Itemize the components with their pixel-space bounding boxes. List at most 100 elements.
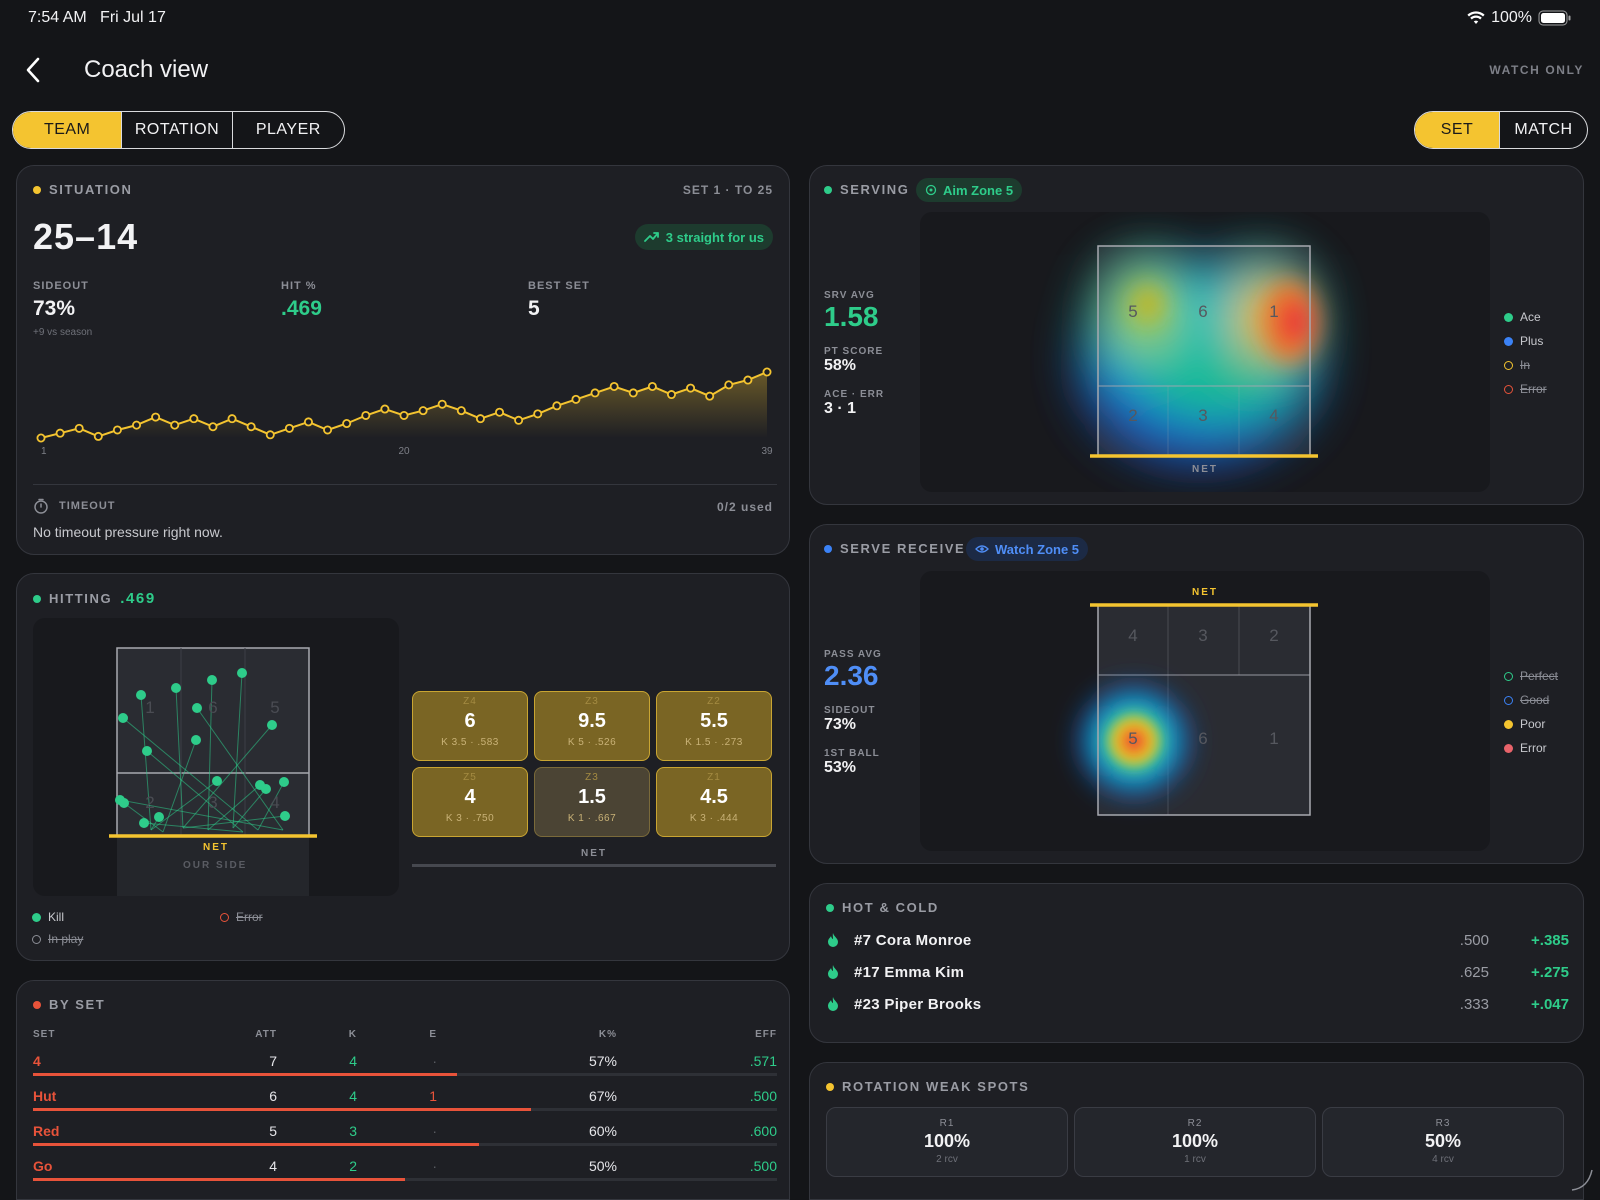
court-zone-number: 4: [270, 793, 279, 812]
court-zone-number: 4: [1128, 626, 1138, 645]
zone-value: 9.5: [578, 710, 606, 732]
court-zone-number: 3: [208, 793, 217, 812]
serving-card: SERVING Aim Zone 5 SRV AVG 1.58 PT SCORE 5…: [809, 165, 1584, 505]
table-cell: 60%: [588, 1123, 617, 1139]
legend-perfect[interactable]: Perfect: [1504, 669, 1558, 683]
by-set-heading: BY SET: [33, 997, 105, 1012]
zone-cell[interactable]: Z1 4.5 K 3 · .444: [656, 767, 772, 837]
hitting-court: 1 6 5 2 3 4: [109, 647, 317, 896]
rotation-cell[interactable]: R2 100% 1 rcv: [1074, 1107, 1316, 1177]
kill-point: [280, 811, 290, 821]
status-time: 7:54 AM Fri Jul 17: [28, 9, 166, 26]
tab-set[interactable]: SET: [1415, 112, 1501, 148]
hot-player-row[interactable]: #23 Piper Brooks .333 +.047: [826, 992, 1569, 1016]
legend-in[interactable]: In: [1504, 358, 1530, 372]
player-avg: .625: [1459, 963, 1489, 981]
table-header: SET: [33, 1029, 56, 1040]
player-name: #7 Cora Monroe: [854, 931, 972, 949]
srv-avg: SRV AVG 1.58: [824, 290, 879, 332]
rotation-cell[interactable]: R1 100% 2 rcv: [826, 1107, 1068, 1177]
battery-percent: 100%: [1491, 9, 1532, 26]
table-cell: 6: [269, 1088, 277, 1104]
table-cell: ·: [432, 1123, 437, 1139]
momentum-tick-label: 39: [761, 446, 773, 457]
set-name: 4: [33, 1053, 41, 1069]
court-zone-number: 5: [1128, 302, 1138, 321]
table-cell: .500: [749, 1158, 777, 1174]
legend-error[interactable]: Error: [220, 910, 263, 924]
legend-plus[interactable]: Plus: [1504, 334, 1543, 348]
kill-bar-fill: [33, 1073, 457, 1076]
momentum-point: [246, 422, 256, 432]
legend-error[interactable]: Error: [1504, 741, 1547, 755]
tab-team[interactable]: TEAM: [13, 112, 123, 148]
kill-point: [192, 703, 202, 713]
stat-best-set: BEST SET 5: [528, 280, 590, 320]
court-zone-number: 2: [145, 793, 154, 812]
momentum-point: [724, 380, 734, 390]
rotation-cell[interactable]: R3 50% 4 rcv: [1322, 1107, 1564, 1177]
back-button[interactable]: [22, 55, 46, 85]
legend-good[interactable]: Good: [1504, 693, 1549, 707]
court-zone-number: 3: [1198, 406, 1208, 425]
table-cell: ·: [432, 1158, 437, 1174]
shot-path: [143, 822, 244, 833]
target-icon: [925, 184, 937, 196]
set-info: SET 1 · TO 25: [682, 183, 773, 197]
tab-match[interactable]: MATCH: [1514, 121, 1573, 138]
rotation-label: R2: [1187, 1118, 1203, 1129]
shot-path: [232, 672, 243, 829]
momentum-point: [189, 414, 199, 424]
kill-point: [267, 720, 277, 730]
ace-err: ACE · ERR 3 · 1: [824, 389, 885, 417]
court-zone-number: 5: [1128, 729, 1138, 748]
aim-zone-badge: Aim Zone 5: [916, 178, 1023, 202]
zone-net-line: [412, 864, 776, 867]
legend-ace[interactable]: Ace: [1504, 310, 1541, 324]
player-delta: +.385: [1531, 931, 1569, 949]
zone-value: 5.5: [700, 710, 728, 732]
stat-sideout: SIDEOUT 73% +9 vs season: [33, 280, 93, 338]
rotation-card: ROTATION WEAK SPOTS R1 100% 2 rcv R2 100% 1 r…: [809, 1062, 1584, 1200]
momentum-point: [74, 423, 84, 433]
zone-cell[interactable]: Z3 1.5 K 1 · .667: [534, 767, 650, 837]
receive-court: 4 3 2 5 6 1 NET: [920, 571, 1490, 851]
serving-court: 5 6 1 2 3 4 NET: [920, 212, 1490, 492]
momentum-point: [399, 410, 409, 420]
legend-poor[interactable]: Poor: [1504, 717, 1545, 731]
kill-point: [191, 735, 201, 745]
momentum-point: [55, 428, 65, 438]
status-dot: [826, 903, 834, 912]
receive-net-label: NET: [1192, 587, 1218, 598]
zone-cell[interactable]: Z3 9.5 K 5 · .526: [534, 691, 650, 761]
zone-value: 4: [464, 786, 476, 808]
shot-path: [182, 724, 273, 829]
kill-point: [237, 668, 247, 678]
kill-point: [279, 777, 289, 787]
legend-in-play[interactable]: In play: [32, 932, 83, 946]
zone-cell[interactable]: Z5 4 K 3 · .750: [412, 767, 528, 837]
table-header: E: [429, 1029, 437, 1040]
kill-point: [136, 690, 146, 700]
hot-player-row[interactable]: #7 Cora Monroe .500 +.385: [826, 928, 1569, 952]
eye-icon: [975, 545, 989, 553]
hot-player-row[interactable]: #17 Emma Kim .625 +.275: [826, 960, 1569, 984]
tab-player[interactable]: PLAYER: [255, 121, 321, 138]
hot-cold-heading: HOT & COLD: [826, 900, 939, 915]
serving-net-label: NET: [1192, 464, 1218, 475]
tab-rotation[interactable]: ROTATION: [122, 112, 233, 148]
status-dot: [826, 1082, 834, 1091]
resize-grip-icon[interactable]: [1568, 1166, 1596, 1194]
by-set-card: BY SET SET ATT K E K% EFF 4 7 4 · 57% .571 Hut 6 4 1 67%…: [16, 980, 790, 1200]
table-header: K%: [598, 1029, 617, 1040]
zone-cell[interactable]: Z4 6 K 3.5 · .583: [412, 691, 528, 761]
table-cell: 2: [349, 1158, 357, 1174]
legend-error[interactable]: Error: [1504, 382, 1547, 396]
kill-bar-fill: [33, 1178, 405, 1181]
momentum-point: [151, 412, 161, 422]
timeout-used: 0/2 used: [716, 500, 773, 514]
set-name: Hut: [33, 1088, 57, 1104]
streak-badge: 3 straight for us: [634, 224, 773, 250]
court-zone-number: 1: [1269, 729, 1279, 748]
zone-cell[interactable]: Z2 5.5 K 1.5 · .273: [656, 691, 772, 761]
